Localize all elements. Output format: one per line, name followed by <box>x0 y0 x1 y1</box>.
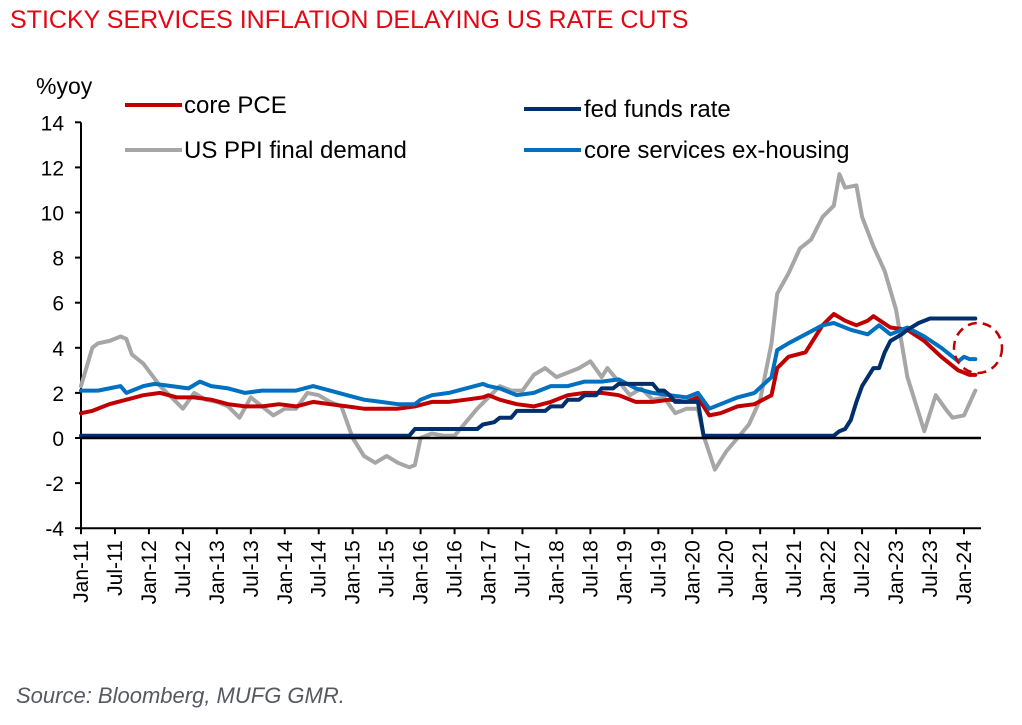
x-tick-label: Jan-14 <box>274 540 297 605</box>
x-tick-label: Jan-23 <box>885 540 908 604</box>
series-line-core-services-ex-housing <box>79 321 978 411</box>
legend-label-fed-funds: fed funds rate <box>584 96 731 123</box>
x-tick-label: Jul-23 <box>919 540 942 597</box>
x-tick-label: Jan-15 <box>342 540 365 604</box>
legend-label-core-services: core services ex-housing <box>584 137 849 164</box>
y-tick-label: 8 <box>52 248 64 271</box>
y-tick-label: 2 <box>52 383 64 406</box>
x-tick-label: Jul-15 <box>376 540 399 597</box>
y-tick-label: -2 <box>45 473 64 496</box>
x-tick-label: Jan-18 <box>545 540 568 604</box>
chart-title: STICKY SERVICES INFLATION DELAYING US RA… <box>10 6 689 34</box>
x-tick-label: Jan-11 <box>70 540 93 603</box>
x-tick-label: Jan-19 <box>613 540 636 604</box>
y-tick-label: 14 <box>41 112 65 135</box>
x-tick-label: Jul-18 <box>579 540 602 597</box>
x-tick-label: Jul-19 <box>647 540 670 597</box>
legend-item-core-services: core services ex-housing <box>524 137 849 164</box>
series-line-fed-funds-rate <box>79 316 978 438</box>
x-tick-label: Jan-13 <box>206 540 229 604</box>
plot-area <box>79 172 981 472</box>
y-axis: 14 12 10 8 6 4 2 0 -2 -4 <box>41 112 82 541</box>
legend-item-fed-funds: fed funds rate <box>524 96 731 123</box>
x-tick-label: Jul-11 <box>104 540 127 596</box>
x-tick-label: Jul-21 <box>783 540 806 597</box>
legend-label-core-pce: core PCE <box>184 92 287 119</box>
source-note: Source: Bloomberg, MUFG GMR. <box>16 683 345 708</box>
legend-label-us-ppi: US PPI final demand <box>184 137 407 164</box>
x-tick-label: Jan-12 <box>138 540 161 604</box>
series-line-core-pce <box>79 312 978 418</box>
y-axis-label: %yoy <box>36 73 93 99</box>
y-tick-label: 10 <box>41 203 64 226</box>
legend: core PCE US PPI final demand fed funds r… <box>125 92 849 164</box>
x-tick-label: Jul-14 <box>308 540 331 598</box>
x-tick-label: Jul-20 <box>715 540 738 597</box>
x-tick-label: Jul-12 <box>172 540 195 597</box>
x-tick-label: Jan-16 <box>410 540 433 604</box>
x-tick-label: Jul-22 <box>851 540 874 597</box>
y-tick-label: 4 <box>52 338 64 361</box>
x-tick-label: Jan-21 <box>749 540 772 604</box>
highlight-circle-annotation <box>952 321 1004 375</box>
x-tick-label: Jul-16 <box>444 540 467 597</box>
y-tick-label: 0 <box>52 428 64 451</box>
series-line-us-ppi-final-demand <box>79 172 978 472</box>
x-tick-label: Jan-22 <box>817 540 840 604</box>
x-axis: Jan-11 Jul-11 Jan-12 Jul-12 Jan-13 Jul-13 Jan-… <box>70 527 981 605</box>
x-tick-label: Jan-17 <box>478 540 501 604</box>
x-tick-label: Jul-13 <box>240 540 263 597</box>
y-tick-label: 12 <box>41 157 64 180</box>
legend-item-us-ppi: US PPI final demand <box>125 137 407 164</box>
y-tick-label: -4 <box>45 518 64 541</box>
x-tick-label: Jan-24 <box>953 540 976 605</box>
x-tick-label: Jan-20 <box>681 540 704 604</box>
y-tick-label: 6 <box>52 293 64 316</box>
legend-item-core-pce: core PCE <box>125 92 287 119</box>
x-tick-label: Jul-17 <box>511 540 534 597</box>
